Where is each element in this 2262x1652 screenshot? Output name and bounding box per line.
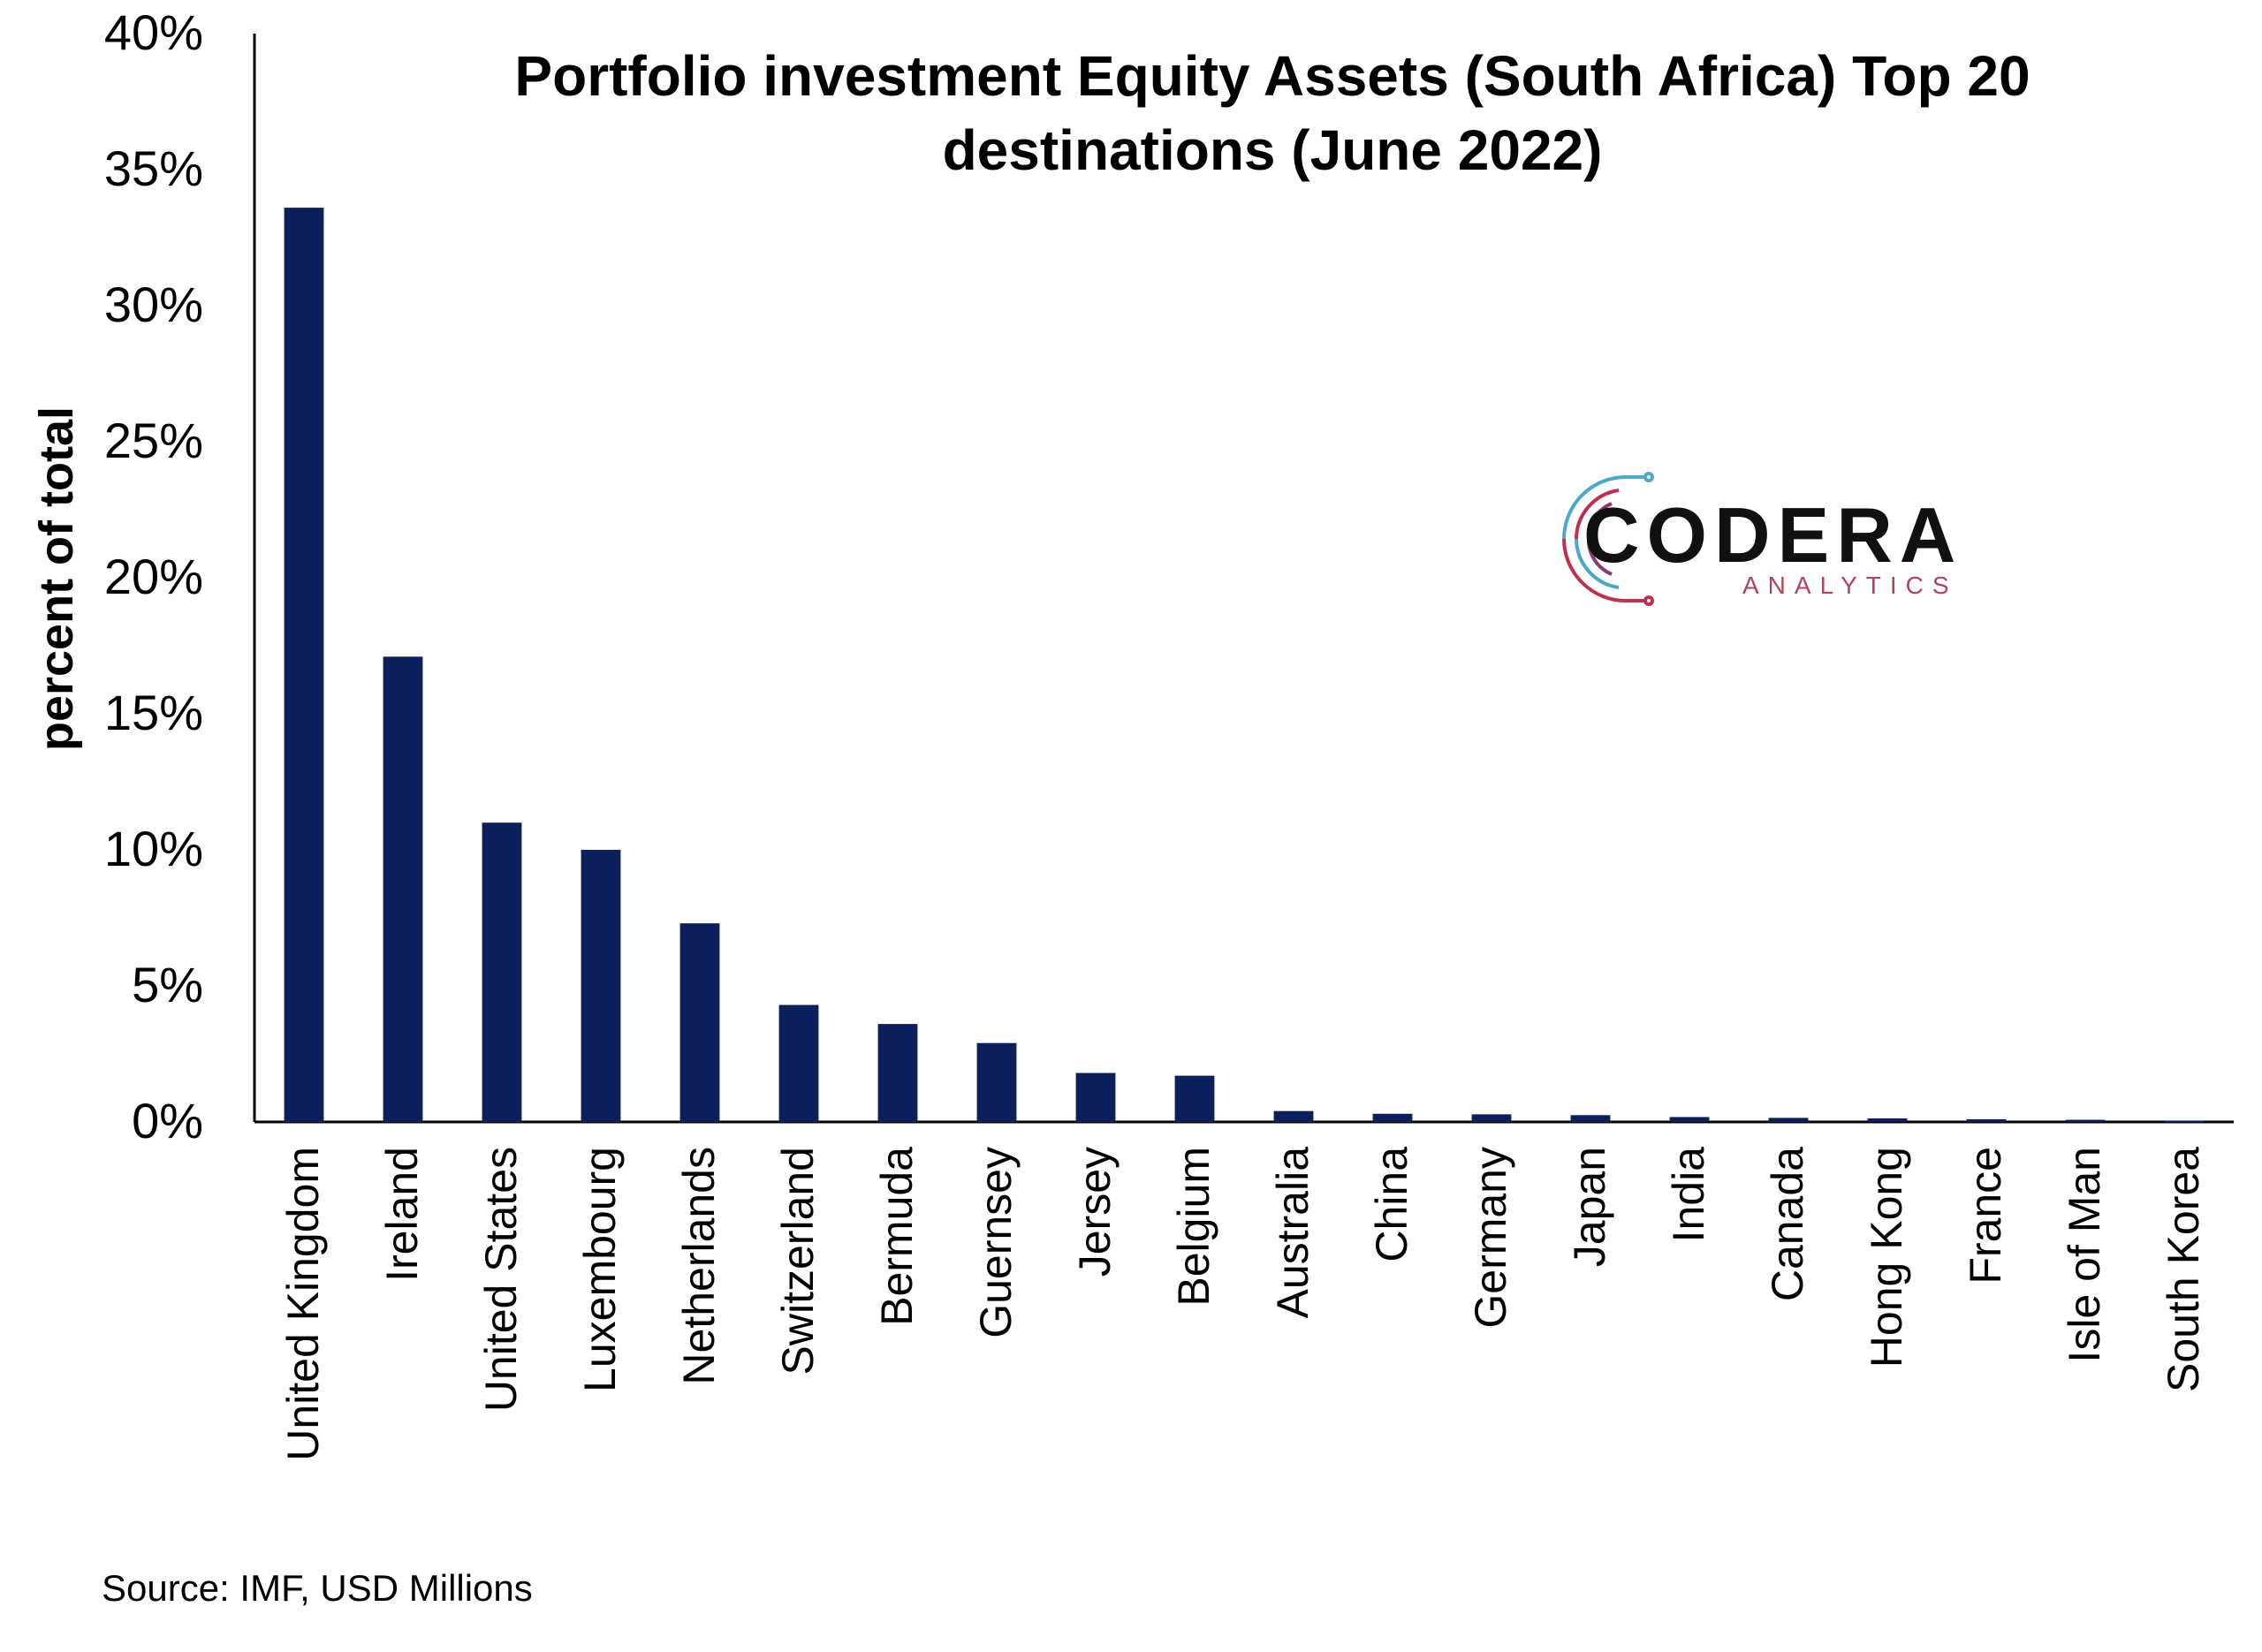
- y-axis-title: percent of total: [30, 406, 83, 751]
- x-tick-label: China: [1367, 1147, 1416, 1262]
- x-tick-label: United Kingdom: [278, 1147, 328, 1461]
- y-tick-label: 20%: [104, 549, 203, 604]
- bar: [1372, 1113, 1413, 1122]
- x-tick-label: Switzerland: [773, 1147, 823, 1375]
- x-tick-label: Ireland: [377, 1147, 427, 1282]
- x-tick-label: Bermuda: [872, 1147, 922, 1326]
- bar: [1471, 1114, 1512, 1122]
- x-tick-labels: United Kingdom Ireland United States Luxemb…: [278, 1147, 2208, 1461]
- y-tick-label: 30%: [104, 277, 203, 332]
- y-tick-labels: 0% 5% 10% 15% 20% 25% 30% 35% 40%: [104, 4, 203, 1148]
- x-tick-label: Canada: [1763, 1147, 1812, 1301]
- bar: [778, 1004, 819, 1122]
- x-tick-label: United States: [476, 1147, 526, 1412]
- source-note: Source: IMF, USD Millions: [102, 1567, 533, 1609]
- bar: [1570, 1115, 1611, 1122]
- bar: [1966, 1118, 2007, 1122]
- bar: [1768, 1118, 1809, 1122]
- bar: [1174, 1075, 1215, 1122]
- logo-name: CODERA: [1583, 491, 1962, 579]
- x-tick-label: France: [1961, 1147, 2010, 1284]
- x-tick-label: Isle of Man: [2060, 1147, 2109, 1363]
- logo-circuit-icon: [1562, 472, 1654, 606]
- bar: [2065, 1119, 2106, 1122]
- bar: [1867, 1118, 1908, 1122]
- y-tick-label: 10%: [104, 821, 203, 876]
- bar: [679, 923, 720, 1122]
- x-tick-label: Jersey: [1070, 1147, 1120, 1277]
- bar: [482, 822, 522, 1122]
- bar: [581, 850, 621, 1122]
- y-tick-label: 0%: [132, 1093, 203, 1148]
- y-tick-label: 5%: [132, 957, 203, 1012]
- x-tick-label: Australia: [1268, 1147, 1317, 1319]
- codera-logo: CODERA ANALYTICS: [1562, 472, 1962, 606]
- y-tick-label: 40%: [104, 4, 203, 60]
- x-tick-label: Guernsey: [971, 1147, 1021, 1338]
- chart-title-line-2: destinations (June 2022): [943, 118, 1603, 182]
- bar: [2164, 1120, 2205, 1123]
- x-tick-label: South Korea: [2159, 1147, 2208, 1392]
- bar: [1075, 1072, 1116, 1122]
- bar: [1669, 1117, 1710, 1122]
- y-tick-label: 25%: [104, 413, 203, 468]
- bar: [877, 1024, 918, 1122]
- chart-title-line-1: Portfolio investment Equity Assets (Sout…: [514, 44, 2030, 108]
- x-tick-label: Germany: [1466, 1147, 1515, 1329]
- logo-subtitle: ANALYTICS: [1742, 572, 1958, 599]
- x-tick-label: Luxembourg: [575, 1147, 625, 1392]
- y-tick-label: 15%: [104, 685, 203, 740]
- bar: [383, 656, 423, 1122]
- bar: [1273, 1110, 1314, 1122]
- bars-group: [284, 208, 2205, 1123]
- x-tick-label: Hong Kong: [1862, 1147, 1911, 1368]
- bar: [976, 1042, 1017, 1122]
- y-tick-label: 35%: [104, 140, 203, 196]
- x-tick-label: Japan: [1565, 1147, 1614, 1267]
- x-tick-label: Netherlands: [674, 1147, 724, 1385]
- x-tick-label: India: [1664, 1147, 1713, 1243]
- bar: [284, 208, 324, 1122]
- x-tick-label: Belgium: [1169, 1147, 1218, 1307]
